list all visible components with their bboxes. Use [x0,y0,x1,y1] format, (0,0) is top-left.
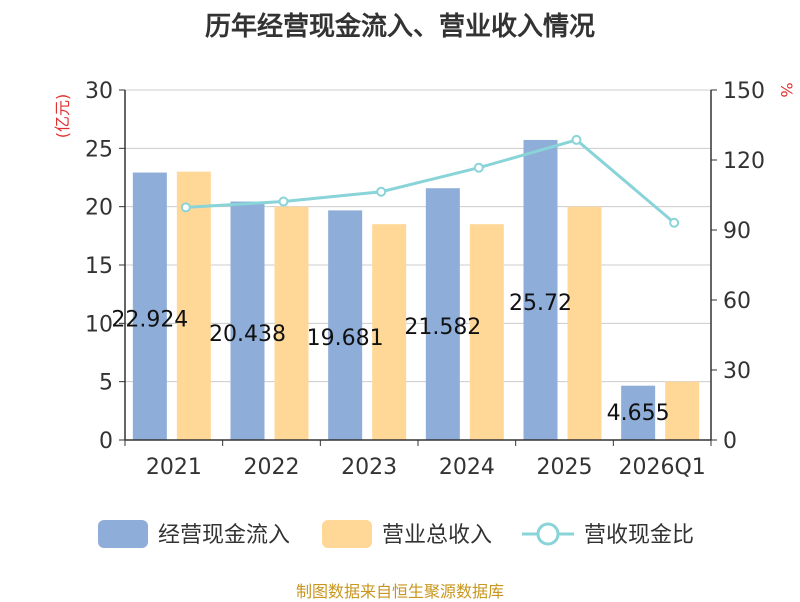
legend-label-ratio: 营收现金比 [584,523,694,548]
line-ratio-point [180,202,191,213]
y-right-tick-label: 150 [723,79,765,104]
legend-label-cash-inflow: 经营现金流入 [158,523,290,548]
line-ratio-point [669,217,680,228]
y-left-axis-label: (亿元) [53,94,72,139]
x-tick-label: 2025 [537,455,593,480]
y-left-tick-label: 0 [99,429,113,454]
x-tick-label: 2026Q1 [619,455,706,480]
bar-revenue [274,206,309,440]
x-tick-label: 2022 [244,455,300,480]
data-label: 22.924 [111,307,188,332]
x-tick-label: 2023 [341,455,397,480]
x-tick-label: 2024 [439,455,495,480]
bar-revenue [176,171,211,440]
y-right-axis-label: % [777,82,796,97]
y-right-tick-label: 120 [723,149,765,174]
legend-swatch-cash-inflow [98,520,148,548]
bar-revenue [665,381,700,440]
line-ratio-point [376,186,387,197]
legend-swatch-revenue [322,520,372,548]
y-right-tick-label: 30 [723,359,751,384]
y-left-tick-label: 5 [99,371,113,396]
line-ratio-point [571,134,582,145]
y-left-tick-label: 25 [85,137,113,162]
data-label: 21.582 [404,315,481,340]
bar-cash-inflow [621,385,656,440]
y-right-tick-label: 60 [723,289,751,314]
bar-cash-inflow [523,139,558,440]
bar-revenue [469,224,504,440]
bar-cash-inflow [132,172,167,440]
line-ratio-point [473,162,484,173]
legend-label-revenue: 营业总收入 [382,523,492,548]
bar-cash-inflow [328,210,363,440]
y-left-tick-label: 30 [85,79,113,104]
y-right-tick-label: 0 [723,429,737,454]
chart-title: 历年经营现金流入、营业收入情况 [204,12,595,42]
data-label: 4.655 [607,401,670,426]
line-ratio-point [278,196,289,207]
bar-cash-inflow [230,201,265,440]
data-label: 25.72 [509,291,572,316]
y-left-tick-label: 10 [85,312,113,337]
source-note: 制图数据来自恒生聚源数据库 [295,582,504,601]
bar-revenue [372,224,407,440]
data-label: 20.438 [209,322,286,347]
line-ratio [185,138,676,224]
y-left-tick-label: 15 [85,254,113,279]
bar-cash-inflow [425,188,460,440]
legend-swatch-ratio-marker [536,522,560,546]
bar-revenue [567,206,602,440]
data-label: 19.681 [307,326,384,351]
x-tick-label: 2021 [146,455,202,480]
y-right-tick-label: 90 [723,219,751,244]
y-left-tick-label: 20 [85,196,113,221]
